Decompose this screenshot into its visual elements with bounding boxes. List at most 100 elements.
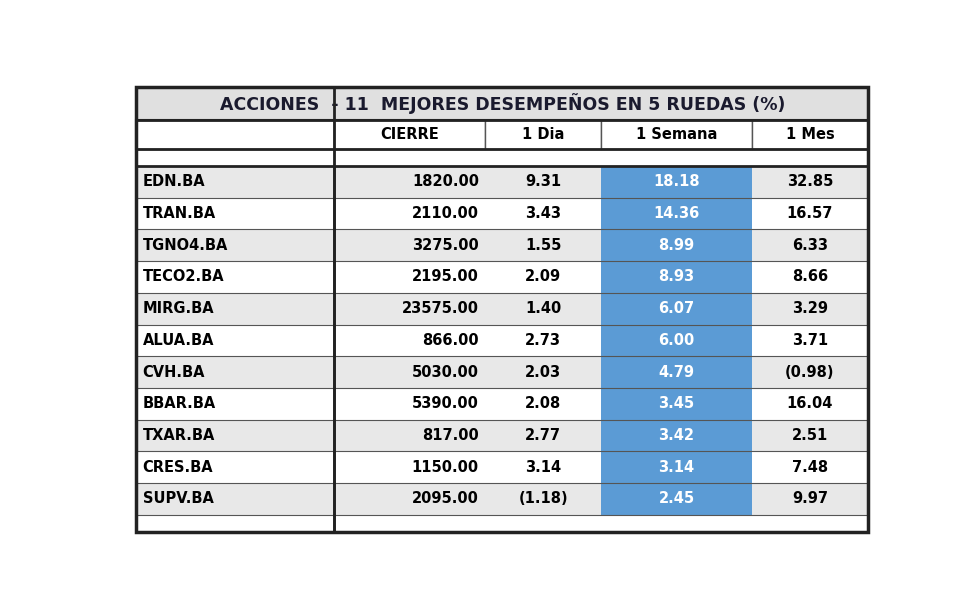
Text: 2.03: 2.03: [525, 365, 562, 379]
Bar: [485, 324, 602, 356]
Bar: [334, 356, 485, 388]
Text: TECO2.BA: TECO2.BA: [143, 270, 224, 284]
Text: 4.79: 4.79: [659, 365, 695, 379]
Text: 8.99: 8.99: [659, 238, 695, 253]
Bar: [334, 293, 485, 324]
Bar: [334, 166, 485, 197]
Bar: [334, 420, 485, 451]
Bar: [136, 388, 334, 420]
Text: (0.98): (0.98): [785, 365, 835, 379]
Bar: [334, 229, 485, 261]
Text: 1 Mes: 1 Mes: [786, 127, 834, 142]
Text: 2110.00: 2110.00: [412, 206, 479, 221]
Text: 3.14: 3.14: [659, 460, 695, 474]
Bar: [136, 88, 868, 120]
Bar: [334, 483, 485, 515]
Bar: [752, 483, 868, 515]
Bar: [602, 356, 752, 388]
Bar: [136, 451, 334, 483]
Bar: [136, 356, 334, 388]
Bar: [752, 197, 868, 229]
Text: 3.71: 3.71: [792, 333, 828, 348]
Text: CVH.BA: CVH.BA: [143, 365, 205, 379]
Text: 14.36: 14.36: [654, 206, 700, 221]
Bar: [602, 197, 752, 229]
Text: 5390.00: 5390.00: [412, 396, 479, 411]
Bar: [136, 197, 334, 229]
Text: 1820.00: 1820.00: [412, 174, 479, 189]
Text: (1.18): (1.18): [518, 492, 568, 506]
Bar: [136, 229, 334, 261]
Bar: [602, 324, 752, 356]
Text: TGNO4.BA: TGNO4.BA: [143, 238, 228, 253]
Text: 2095.00: 2095.00: [412, 492, 479, 506]
Text: 7.48: 7.48: [792, 460, 828, 474]
Text: 3.45: 3.45: [659, 396, 695, 411]
Bar: [752, 451, 868, 483]
Bar: [136, 515, 868, 531]
Bar: [136, 120, 868, 149]
Bar: [485, 197, 602, 229]
Bar: [485, 420, 602, 451]
Bar: [334, 451, 485, 483]
Bar: [334, 120, 485, 149]
Bar: [334, 261, 485, 293]
Text: 8.93: 8.93: [659, 270, 695, 284]
Bar: [334, 324, 485, 356]
Text: 9.97: 9.97: [792, 492, 828, 506]
Bar: [485, 451, 602, 483]
Bar: [602, 120, 752, 149]
Text: TRAN.BA: TRAN.BA: [143, 206, 216, 221]
Text: 16.04: 16.04: [787, 396, 833, 411]
Text: ACCIONES  - 11  MEJORES DESEMPEÑOS EN 5 RUEDAS (%): ACCIONES - 11 MEJORES DESEMPEÑOS EN 5 RU…: [220, 93, 785, 114]
Text: 1.55: 1.55: [525, 238, 562, 253]
Text: MIRG.BA: MIRG.BA: [143, 301, 215, 316]
Text: 8.66: 8.66: [792, 270, 828, 284]
Bar: [602, 261, 752, 293]
Bar: [136, 166, 334, 197]
Text: 23575.00: 23575.00: [402, 301, 479, 316]
Bar: [602, 229, 752, 261]
Bar: [602, 388, 752, 420]
Text: 3275.00: 3275.00: [412, 238, 479, 253]
Bar: [485, 166, 602, 197]
Bar: [485, 229, 602, 261]
Bar: [485, 293, 602, 324]
Bar: [485, 356, 602, 388]
Text: TXAR.BA: TXAR.BA: [143, 428, 215, 443]
Bar: [752, 120, 868, 149]
Bar: [752, 420, 868, 451]
Bar: [485, 388, 602, 420]
Bar: [136, 324, 334, 356]
Text: 2.08: 2.08: [525, 396, 562, 411]
Text: 3.43: 3.43: [525, 206, 562, 221]
Bar: [602, 166, 752, 197]
Bar: [485, 483, 602, 515]
Text: 3.42: 3.42: [659, 428, 695, 443]
Text: 2.45: 2.45: [659, 492, 695, 506]
Bar: [334, 388, 485, 420]
Text: CIERRE: CIERRE: [380, 127, 439, 142]
Bar: [752, 166, 868, 197]
Text: 3.29: 3.29: [792, 301, 828, 316]
Text: 2195.00: 2195.00: [412, 270, 479, 284]
Bar: [602, 420, 752, 451]
Text: SUPV.BA: SUPV.BA: [143, 492, 214, 506]
Bar: [752, 293, 868, 324]
Text: ALUA.BA: ALUA.BA: [143, 333, 215, 348]
Bar: [136, 261, 334, 293]
Bar: [136, 420, 334, 451]
Bar: [136, 120, 334, 149]
Text: 3.14: 3.14: [525, 460, 562, 474]
Bar: [752, 356, 868, 388]
Text: 1150.00: 1150.00: [412, 460, 479, 474]
Text: CRES.BA: CRES.BA: [143, 460, 214, 474]
Text: 6.00: 6.00: [659, 333, 695, 348]
Text: BBAR.BA: BBAR.BA: [143, 396, 216, 411]
Text: 9.31: 9.31: [525, 174, 562, 189]
Text: 1 Semana: 1 Semana: [636, 127, 717, 142]
Text: 32.85: 32.85: [787, 174, 833, 189]
Text: 2.09: 2.09: [525, 270, 562, 284]
Text: 16.57: 16.57: [787, 206, 833, 221]
Bar: [136, 149, 868, 166]
